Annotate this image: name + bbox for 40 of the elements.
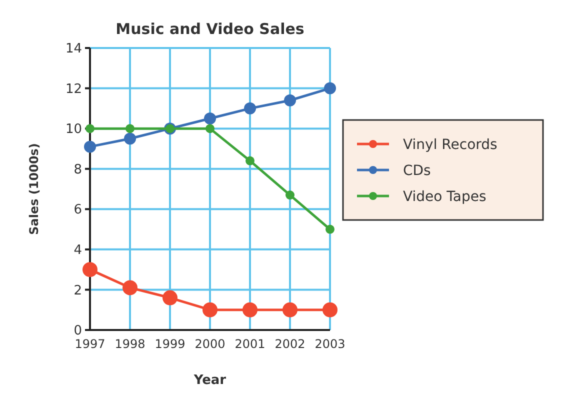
point xyxy=(124,132,136,145)
point xyxy=(242,302,258,318)
legend-label: CDs xyxy=(403,162,431,179)
x-tick-label: 2003 xyxy=(314,337,346,351)
chart-title: Music and Video Sales xyxy=(116,20,304,38)
point xyxy=(322,302,338,318)
point xyxy=(126,124,134,134)
point xyxy=(162,290,178,306)
y-tick-label: 2 xyxy=(74,283,82,298)
legend-label: Vinyl Records xyxy=(403,136,498,153)
x-axis-title: Year xyxy=(192,373,227,388)
point xyxy=(206,124,214,134)
x-tick-label: 1997 xyxy=(74,337,106,351)
point xyxy=(286,190,294,200)
point xyxy=(84,140,96,153)
x-tick-label: 1999 xyxy=(154,337,186,351)
point xyxy=(244,102,256,114)
point xyxy=(204,112,216,124)
x-tick-label: 2001 xyxy=(234,337,266,351)
point xyxy=(284,94,296,106)
y-tick-label: 12 xyxy=(65,82,82,97)
y-tick-label: 14 xyxy=(65,42,82,57)
point xyxy=(82,262,98,278)
y-tick-label: 8 xyxy=(74,162,82,178)
point xyxy=(246,156,254,166)
point xyxy=(202,302,218,318)
y-tick-label: 0 xyxy=(74,324,82,339)
x-tick-label: 2002 xyxy=(274,337,306,351)
y-tick-label: 6 xyxy=(74,202,82,218)
point xyxy=(326,224,334,234)
x-tick-label: 1998 xyxy=(114,337,146,351)
legend-label: Video Tapes xyxy=(403,188,486,205)
x-tick-label: 2000 xyxy=(194,337,226,351)
y-tick-label: 10 xyxy=(65,122,82,138)
point xyxy=(86,124,94,134)
y-tick-label: 4 xyxy=(74,242,82,258)
point xyxy=(282,302,298,318)
point xyxy=(122,280,138,296)
point xyxy=(324,82,336,94)
y-axis-title: Sales (1000s) xyxy=(27,143,41,235)
